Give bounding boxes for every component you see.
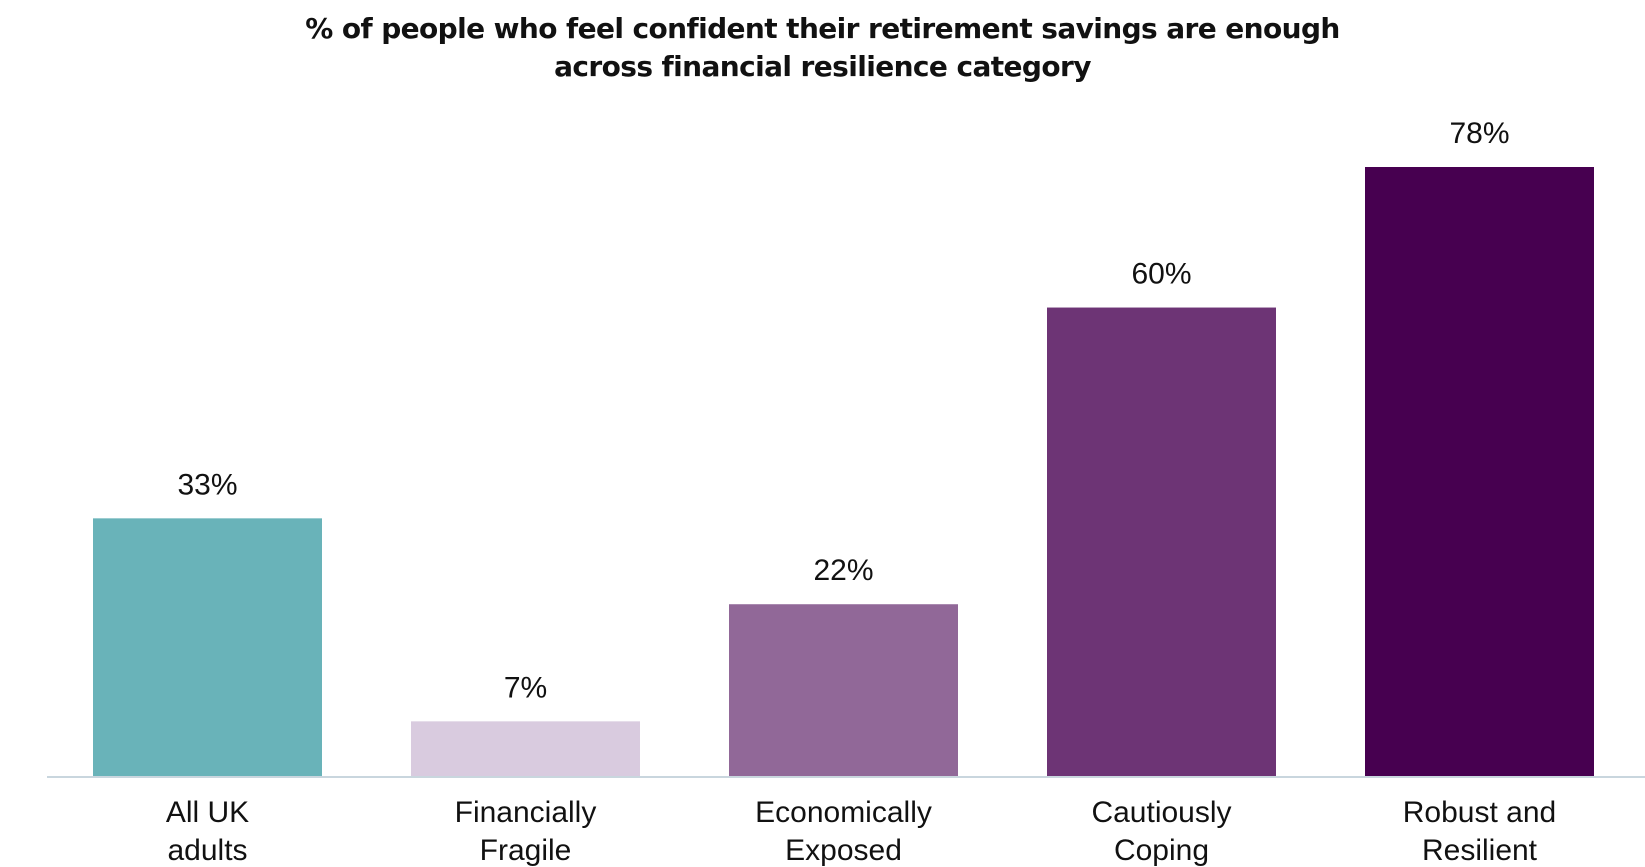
value-label-1: 7% — [504, 671, 547, 704]
value-label-2: 22% — [813, 554, 873, 587]
value-label-3: 60% — [1131, 258, 1191, 291]
chart-title: % of people who feel confident their ret… — [0, 10, 1645, 86]
category-label-1-line-1: Fragile — [480, 834, 572, 867]
category-label-4: Robust and Resilient — [1403, 796, 1556, 867]
value-label-4: 78% — [1449, 117, 1509, 150]
category-label-2-line-1: Exposed — [785, 834, 902, 867]
bar-3 — [1047, 307, 1276, 776]
chart-title-line-1: % of people who feel confident their ret… — [305, 12, 1340, 45]
category-label-3-line-1: Coping — [1114, 834, 1209, 867]
category-label-3-line-0: Cautiously — [1091, 796, 1231, 829]
chart-title-line-2: across financial resilience category — [554, 50, 1091, 83]
category-label-0-line-0: All UK — [166, 796, 249, 829]
category-label-0: All UK adults — [166, 796, 249, 867]
category-label-3: Cautiously Coping — [1091, 796, 1231, 867]
bar-4 — [1365, 167, 1594, 776]
category-label-4-line-1: Resilient — [1422, 834, 1538, 867]
category-label-4-line-0: Robust and — [1403, 796, 1556, 829]
category-label-1-line-0: Financially — [455, 796, 597, 829]
category-label-1: Financially Fragile — [455, 796, 597, 867]
value-label-0: 33% — [177, 468, 237, 501]
category-label-2: Economically Exposed — [755, 796, 932, 867]
category-label-0-line-1: adults — [167, 834, 247, 867]
bar-0 — [93, 518, 322, 776]
bar-2 — [729, 604, 958, 776]
bar-1 — [411, 721, 640, 776]
category-label-2-line-0: Economically — [755, 796, 932, 829]
